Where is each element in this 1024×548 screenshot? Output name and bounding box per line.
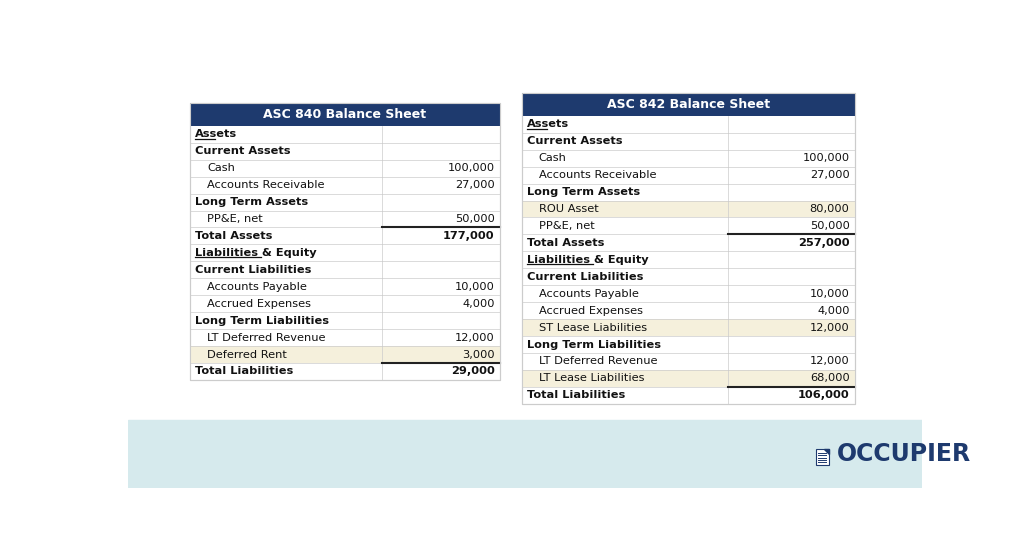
Text: Assets: Assets xyxy=(527,119,569,129)
Text: Long Term Liabilities: Long Term Liabilities xyxy=(196,316,330,326)
Text: 27,000: 27,000 xyxy=(810,170,850,180)
Text: Current Liabilities: Current Liabilities xyxy=(527,272,643,282)
Text: Total Liabilities: Total Liabilities xyxy=(196,367,294,376)
Bar xyxy=(190,102,500,126)
Bar xyxy=(521,93,855,404)
Text: Long Term Liabilities: Long Term Liabilities xyxy=(527,340,662,350)
Text: 27,000: 27,000 xyxy=(455,180,495,190)
Text: 4,000: 4,000 xyxy=(462,299,495,309)
Text: 50,000: 50,000 xyxy=(455,214,495,224)
Text: 50,000: 50,000 xyxy=(810,221,850,231)
Text: Liabilities & Equity: Liabilities & Equity xyxy=(527,255,649,265)
Text: ROU Asset: ROU Asset xyxy=(539,204,598,214)
Text: Deferred Rent: Deferred Rent xyxy=(207,350,287,359)
Text: 80,000: 80,000 xyxy=(810,204,850,214)
Text: 12,000: 12,000 xyxy=(810,356,850,367)
Text: 10,000: 10,000 xyxy=(455,282,495,292)
Text: 257,000: 257,000 xyxy=(798,238,850,248)
Bar xyxy=(190,102,500,380)
Polygon shape xyxy=(824,449,828,454)
Text: Current Assets: Current Assets xyxy=(196,146,291,156)
Text: Cash: Cash xyxy=(539,153,566,163)
Text: Current Liabilities: Current Liabilities xyxy=(196,265,311,275)
Bar xyxy=(521,319,855,336)
Text: Long Term Assets: Long Term Assets xyxy=(527,187,640,197)
Text: 29,000: 29,000 xyxy=(451,367,495,376)
Text: Total Assets: Total Assets xyxy=(196,231,272,241)
Text: Assets: Assets xyxy=(196,129,238,139)
Text: ASC 842 Balance Sheet: ASC 842 Balance Sheet xyxy=(607,98,770,111)
Text: LT Deferred Revenue: LT Deferred Revenue xyxy=(539,356,657,367)
Text: 100,000: 100,000 xyxy=(803,153,850,163)
Text: LT Lease Liabilities: LT Lease Liabilities xyxy=(539,373,644,384)
Text: Current Assets: Current Assets xyxy=(527,136,623,146)
Text: PP&E, net: PP&E, net xyxy=(207,214,263,224)
Bar xyxy=(128,420,922,488)
Text: 4,000: 4,000 xyxy=(817,306,850,316)
Text: PP&E, net: PP&E, net xyxy=(539,221,595,231)
Bar xyxy=(816,449,828,465)
Text: 10,000: 10,000 xyxy=(810,289,850,299)
Text: LT Deferred Revenue: LT Deferred Revenue xyxy=(207,333,326,342)
Text: 12,000: 12,000 xyxy=(810,323,850,333)
Text: Accounts Payable: Accounts Payable xyxy=(539,289,639,299)
Text: Accounts Receivable: Accounts Receivable xyxy=(207,180,325,190)
Bar xyxy=(521,93,855,116)
Text: Accrued Expenses: Accrued Expenses xyxy=(207,299,311,309)
Bar xyxy=(521,201,855,218)
Text: 106,000: 106,000 xyxy=(798,390,850,401)
Text: Accounts Receivable: Accounts Receivable xyxy=(539,170,656,180)
Text: 100,000: 100,000 xyxy=(447,163,495,173)
Text: 3,000: 3,000 xyxy=(462,350,495,359)
Bar xyxy=(521,93,855,404)
Text: Long Term Assets: Long Term Assets xyxy=(196,197,308,207)
Text: OCCUPIER: OCCUPIER xyxy=(838,442,971,466)
Bar xyxy=(521,370,855,387)
Text: 12,000: 12,000 xyxy=(455,333,495,342)
Text: Liabilities & Equity: Liabilities & Equity xyxy=(196,248,317,258)
Bar xyxy=(190,102,500,380)
Text: 177,000: 177,000 xyxy=(443,231,495,241)
Text: ASC 840 Balance Sheet: ASC 840 Balance Sheet xyxy=(263,108,427,121)
Text: Total Assets: Total Assets xyxy=(527,238,604,248)
Text: Accounts Payable: Accounts Payable xyxy=(207,282,307,292)
Bar xyxy=(190,346,500,363)
Text: Accrued Expenses: Accrued Expenses xyxy=(539,306,643,316)
Text: Cash: Cash xyxy=(207,163,234,173)
Text: 68,000: 68,000 xyxy=(810,373,850,384)
Text: Total Liabilities: Total Liabilities xyxy=(527,390,626,401)
Text: ST Lease Liabilities: ST Lease Liabilities xyxy=(539,323,647,333)
